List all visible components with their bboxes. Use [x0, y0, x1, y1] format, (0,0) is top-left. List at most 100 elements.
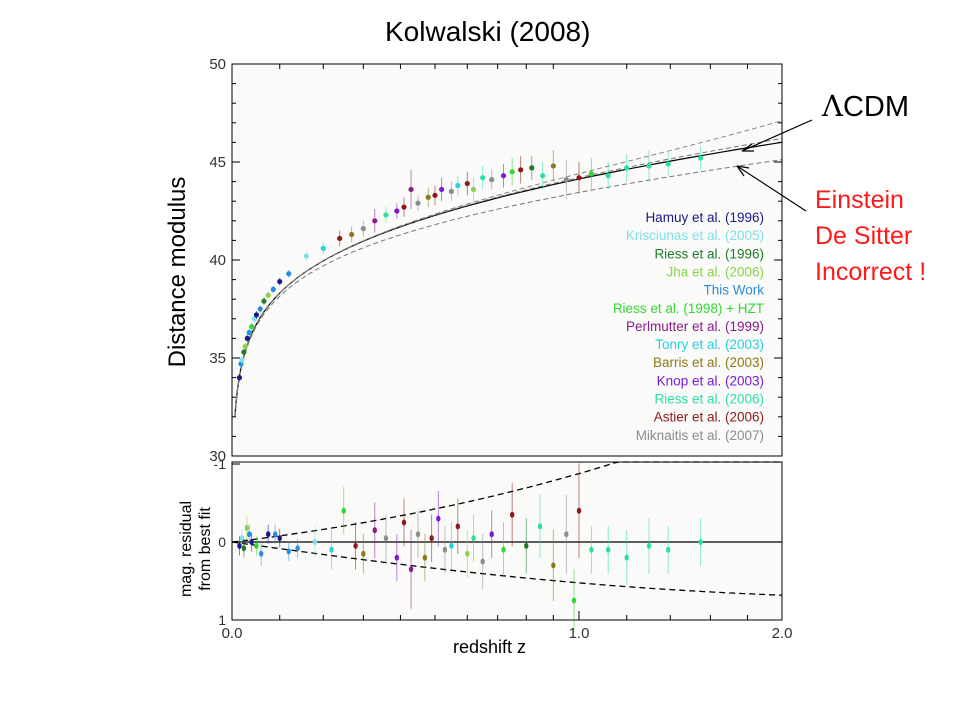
residual-point [455, 523, 461, 530]
y-tick-label: 30 [209, 448, 226, 465]
data-point [349, 231, 355, 238]
lambda-symbol: Λ [822, 89, 843, 123]
data-point [425, 194, 431, 200]
data-point [261, 298, 267, 304]
residual-point [272, 531, 278, 538]
data-point [509, 169, 515, 175]
legend-entry: Miknaitis et al. (2007) [636, 428, 764, 443]
eds-arrow-head [736, 165, 750, 177]
residual-point [624, 554, 629, 561]
residual-y-tick-label: 1 [218, 612, 226, 628]
data-point [415, 200, 421, 206]
residual-point [353, 542, 358, 549]
residual-point [480, 558, 485, 565]
data-point [408, 186, 414, 193]
legend-entry: Hamuy et al. (1996) [645, 210, 764, 225]
data-point [563, 177, 569, 183]
data-point [265, 292, 271, 298]
y-tick-label: 35 [209, 350, 226, 367]
eds-line-2: De Sitter [815, 222, 913, 250]
data-point [698, 155, 704, 161]
residual-point [429, 535, 434, 542]
data-point [500, 173, 507, 179]
residual-point [383, 535, 389, 542]
residual-y-tick-label: 0 [218, 534, 226, 550]
legend-entry: Astier et al. (2006) [654, 410, 764, 425]
data-point [337, 235, 343, 242]
data-point [529, 165, 535, 171]
data-point [236, 375, 243, 381]
data-point [251, 316, 258, 322]
data-point [448, 188, 455, 194]
data-point [241, 349, 247, 355]
data-point [489, 177, 495, 183]
lcdm-text: CDM [842, 91, 909, 123]
data-point [470, 186, 477, 193]
residual-point [361, 550, 366, 557]
data-point [320, 245, 326, 251]
residual-point [329, 546, 334, 553]
residual-point [341, 507, 346, 514]
data-point [244, 335, 250, 341]
residual-point [247, 531, 252, 538]
residual-point [509, 511, 515, 518]
legend-entry: Jha et al. (2006) [666, 264, 764, 279]
residual-point [394, 554, 400, 561]
data-point [383, 212, 389, 218]
data-point [518, 167, 524, 173]
residual-point [576, 507, 582, 514]
data-point [605, 173, 611, 179]
residual-lower-envelope [231, 541, 783, 596]
residual-point [551, 562, 556, 569]
slide-title: Kolwalski (2008) [385, 16, 591, 47]
data-point [372, 218, 378, 224]
residual-point [244, 524, 249, 531]
data-point [576, 175, 582, 181]
y-tick-label: 45 [209, 154, 226, 171]
x-axis-label: redshift z [453, 637, 527, 657]
data-point [246, 329, 252, 336]
residual-y-tick-label: -1 [214, 456, 227, 472]
residual-point [436, 515, 441, 522]
residual-point [277, 535, 282, 542]
legend-entry: Knop et al. (2003) [657, 373, 764, 388]
residual-point [401, 519, 407, 526]
residual-point [415, 531, 421, 538]
x-tick-label: 2.0 [772, 625, 793, 642]
bottom-plot-area [232, 462, 782, 620]
y-tick-label: 50 [209, 56, 226, 73]
residual-point [646, 542, 652, 549]
x-tick-label: 1.0 [569, 625, 590, 642]
residual-point [449, 542, 454, 549]
data-point [270, 286, 276, 292]
legend-entry: Barris et al. (2003) [653, 355, 764, 370]
legend-entry: Perlmutter et al. (1999) [626, 319, 764, 334]
legend-entry: Riess et al. (1998) + HZT [613, 301, 764, 316]
data-point [588, 171, 594, 177]
residual-point [564, 531, 569, 538]
data-point [360, 226, 366, 232]
residual-point [258, 550, 264, 557]
legend-entry: Tonry et al. (2003) [655, 337, 764, 352]
bottom-panel-frame [231, 461, 783, 621]
residual-point [312, 539, 318, 545]
residual-point [698, 539, 703, 545]
legend-entry: Riess et al. (1996) [654, 246, 764, 261]
data-point [253, 312, 260, 318]
residual-point [665, 546, 671, 553]
data-point [464, 180, 470, 187]
residual-point [249, 539, 254, 545]
residual-point [266, 531, 271, 538]
residual-point [501, 546, 506, 553]
residual-point [524, 542, 529, 549]
lcdm-arrow-head [741, 143, 754, 152]
data-point [401, 204, 407, 210]
data-point [249, 324, 255, 330]
y-tick-label: 40 [209, 252, 226, 269]
data-point [394, 208, 400, 214]
residual-point [442, 546, 448, 553]
residual-point [254, 542, 259, 549]
residual-point [408, 566, 414, 573]
data-point [624, 165, 630, 171]
